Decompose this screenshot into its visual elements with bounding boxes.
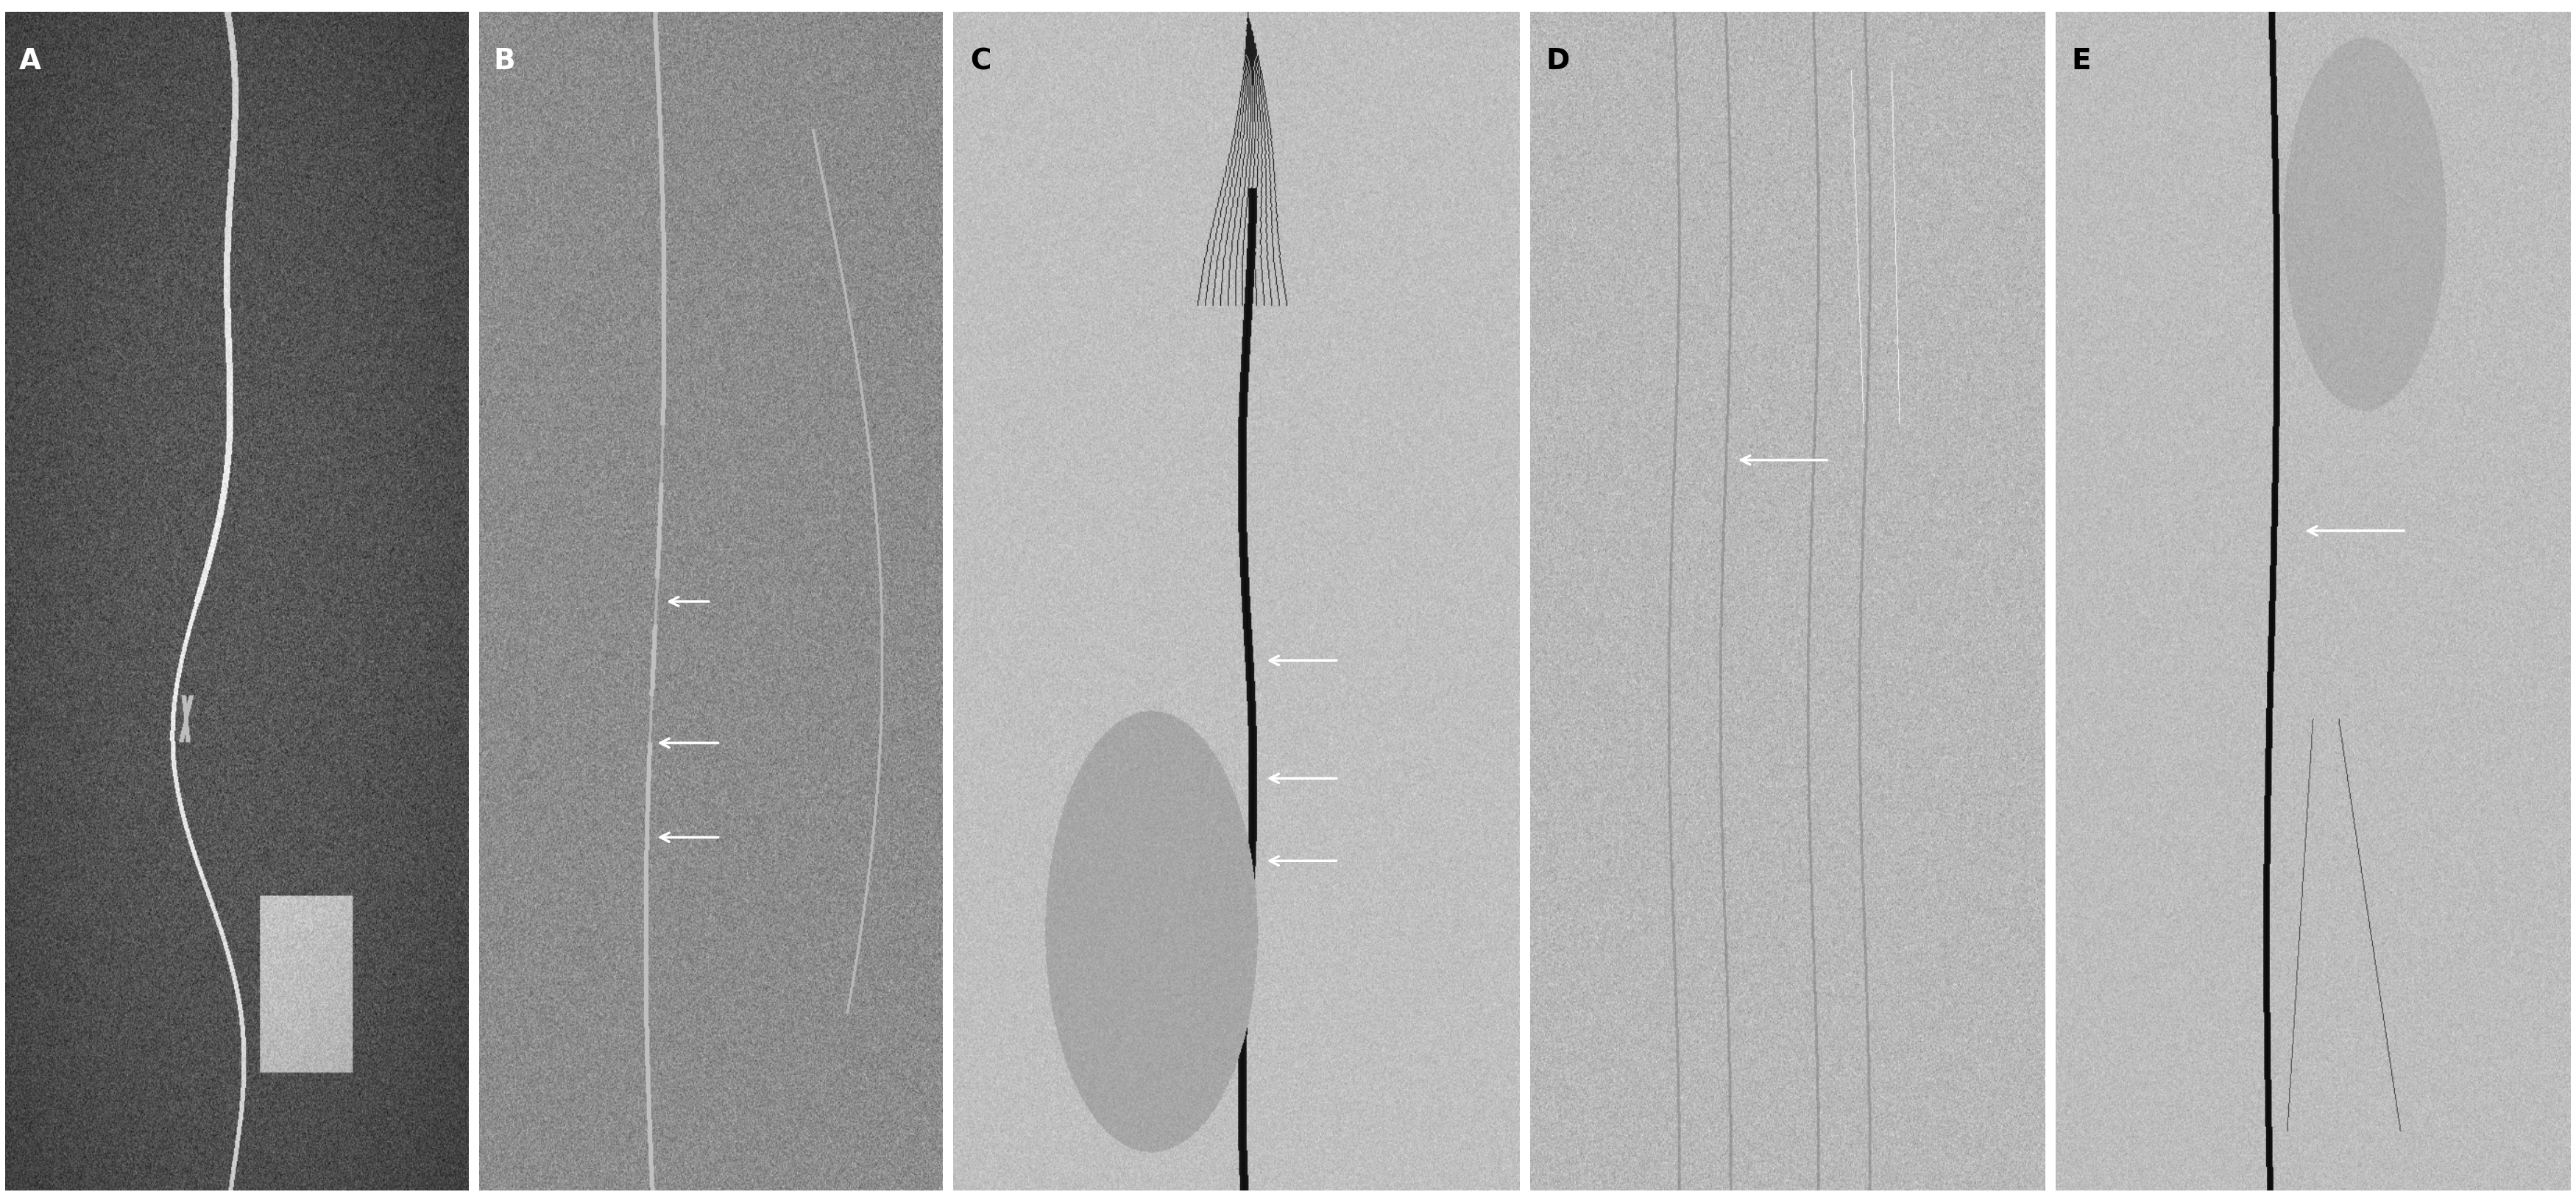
Text: D: D xyxy=(1546,47,1569,76)
Text: C: C xyxy=(971,47,992,76)
Text: A: A xyxy=(18,47,41,76)
Text: B: B xyxy=(492,47,515,76)
Text: E: E xyxy=(2071,47,2092,76)
